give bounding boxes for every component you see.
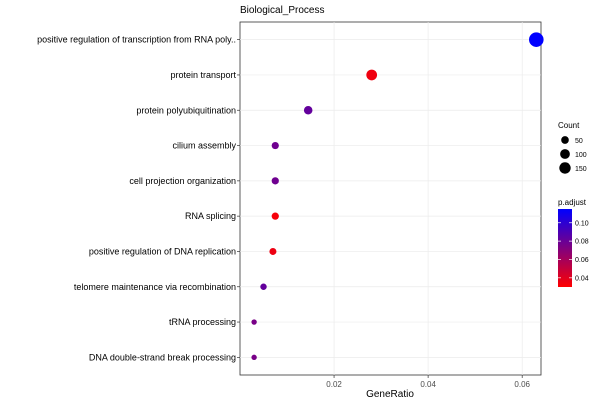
- count-legend-label: 100: [575, 152, 587, 159]
- padjust-legend-label: 0.08: [575, 239, 589, 246]
- data-point: [251, 319, 257, 325]
- grid-layer: [240, 22, 541, 375]
- y-category-label: protein transport: [170, 70, 236, 80]
- y-category-label: DNA double-strand break processing: [89, 352, 236, 362]
- data-point: [366, 69, 378, 81]
- y-category-label: positive regulation of DNA replication: [89, 246, 236, 256]
- y-category-label: positive regulation of transcription fro…: [37, 35, 236, 45]
- count-legend-dot: [560, 149, 570, 159]
- count-legend-label: 150: [575, 166, 587, 173]
- data-point: [303, 105, 313, 115]
- y-category-label: telomere maintenance via recombination: [74, 282, 236, 292]
- data-point: [271, 212, 279, 220]
- x-tick-label: 0.06: [514, 380, 530, 389]
- padjust-legend-label: 0.10: [575, 220, 589, 227]
- y-category-label: tRNA processing: [169, 317, 236, 327]
- padjust-legend-title: p.adjust: [558, 198, 587, 207]
- x-axis-title: GeneRatio: [366, 389, 414, 400]
- padjust-legend-label: 0.04: [575, 275, 589, 282]
- padjust-legend-label: 0.06: [575, 257, 589, 264]
- data-point: [271, 141, 279, 150]
- count-legend-title: Count: [558, 121, 580, 130]
- count-legend-dot: [561, 136, 569, 144]
- x-tick-label: 0.04: [420, 380, 436, 389]
- y-category-label: cell projection organization: [129, 176, 236, 186]
- y-category-label: cilium assembly: [172, 141, 236, 151]
- data-point: [529, 32, 544, 47]
- plot-panel: [239, 21, 542, 376]
- data-point: [251, 354, 257, 361]
- y-axis-labels: positive regulation of transcription fro…: [37, 35, 240, 362]
- x-axis-ticks: 0.02 0.04 0.06: [326, 375, 531, 389]
- y-category-label: protein polyubiquitination: [136, 105, 236, 115]
- points-layer: [251, 32, 544, 361]
- data-point: [260, 283, 267, 290]
- data-point: [271, 177, 279, 185]
- plot-area: [239, 21, 544, 376]
- y-category-label: RNA splicing: [185, 211, 236, 221]
- count-legend-dot: [559, 162, 571, 174]
- chart-title: Biological_Process: [240, 5, 325, 16]
- x-tick-label: 0.02: [326, 380, 342, 389]
- count-legend-label: 50: [575, 138, 583, 145]
- padjust-legend: p.adjust 0.04 0.06 0.08 0.10: [558, 198, 589, 287]
- count-legend: Count 50 100 150: [558, 121, 587, 174]
- data-point: [269, 247, 277, 255]
- padjust-colorbar: [558, 209, 572, 287]
